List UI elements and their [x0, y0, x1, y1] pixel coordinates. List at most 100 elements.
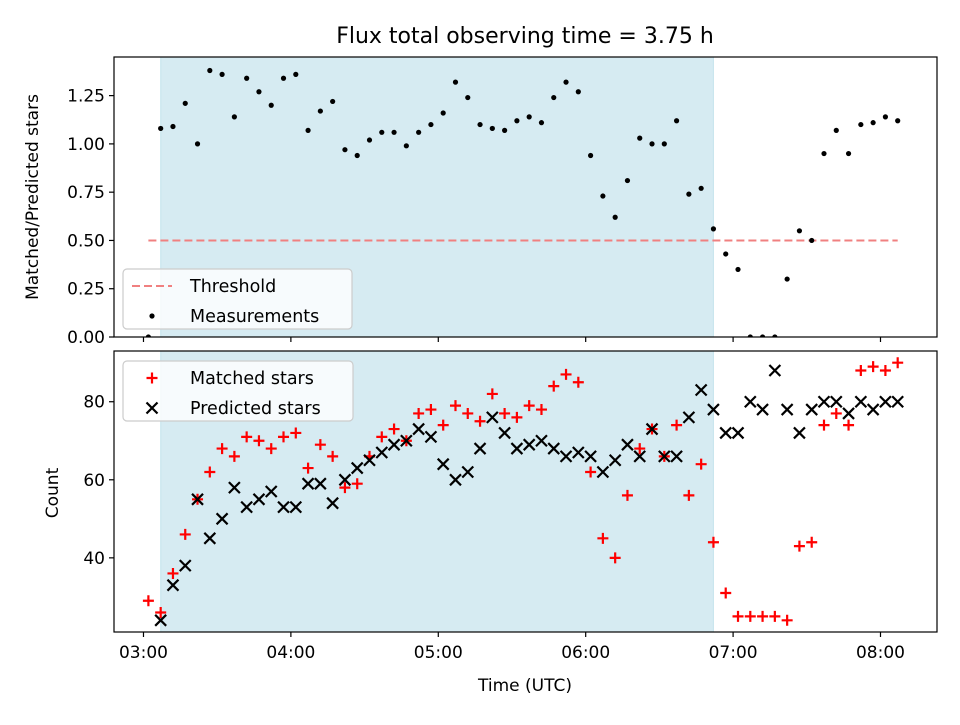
matched-star-point	[523, 400, 535, 412]
predicted-star-point	[486, 411, 499, 424]
legend-label: Measurements	[190, 307, 319, 327]
matched-star-point	[572, 376, 584, 388]
predicted-star-point	[866, 403, 880, 416]
predicted-star-point	[387, 438, 401, 451]
measurement-point	[784, 276, 790, 282]
ylabel-top: Matched/Predicted stars	[23, 94, 43, 300]
matched-star-point	[707, 536, 719, 548]
predicted-star-point	[412, 422, 425, 436]
matched-star-point	[806, 536, 818, 548]
measurement-point	[882, 114, 889, 120]
predicted-star-point	[805, 403, 818, 416]
predicted-star-point	[338, 473, 352, 487]
matched-star-point	[327, 450, 339, 462]
xtick-label: 07:00	[709, 643, 758, 663]
matched-star-point	[449, 400, 461, 412]
measurement-point	[428, 121, 434, 128]
predicted-star-point	[326, 496, 339, 510]
matched-star-point	[413, 407, 425, 419]
predicted-star-point	[756, 403, 769, 416]
matched-star-point	[499, 407, 511, 419]
matched-star-point	[339, 482, 351, 494]
predicted-star-point	[228, 481, 241, 494]
measurement-point	[477, 121, 483, 128]
measurement-point	[465, 94, 471, 101]
measurement-point	[809, 237, 815, 244]
ytick-label: 60	[83, 471, 105, 491]
measurement-point	[502, 127, 508, 133]
measurement-point	[391, 129, 397, 135]
axes-frame-1	[113, 350, 938, 633]
predicted-star-point	[731, 426, 745, 440]
matched-star-point	[671, 419, 683, 431]
measurement-point	[673, 118, 680, 124]
ytick-label: 0.50	[67, 231, 105, 251]
measurement-point	[145, 334, 151, 337]
measurement-point	[772, 334, 778, 337]
predicted-star-point	[633, 450, 647, 463]
predicted-star-point	[744, 395, 757, 409]
measurement-point	[403, 143, 409, 149]
measurement-point	[268, 102, 274, 108]
predicted-star-point	[621, 438, 634, 451]
matched-star-point	[376, 431, 388, 443]
predicted-star-point	[707, 403, 720, 416]
predicted-star-point	[596, 465, 610, 479]
predicted-star-point	[461, 465, 475, 479]
matched-star-point	[265, 443, 277, 455]
measurement-point	[575, 89, 581, 95]
measurement-point	[686, 191, 692, 197]
series-group-0	[145, 67, 901, 337]
predicted-star-point	[658, 450, 671, 463]
matched-star-point	[560, 368, 572, 380]
predicted-star-point	[829, 395, 843, 409]
matched-star-point	[314, 439, 326, 451]
matched-star-point	[720, 587, 732, 599]
predicted-star-point	[264, 485, 278, 498]
measurement-point	[194, 141, 201, 147]
measurement-point	[366, 137, 373, 143]
matched-star-point	[425, 404, 437, 416]
predicted-star-point	[289, 500, 303, 514]
predicted-star-point	[203, 532, 217, 545]
measurement-point	[207, 67, 213, 74]
legend-label: Matched stars	[190, 369, 314, 389]
measurement-point	[833, 127, 839, 133]
measurement-point	[845, 150, 852, 157]
measurement-point	[489, 125, 495, 132]
predicted-star-point	[301, 477, 315, 490]
matched-star-point	[278, 431, 290, 443]
matched-star-point	[757, 610, 769, 622]
matched-star-point	[855, 365, 867, 377]
measurement-point	[735, 266, 741, 273]
matched-star-point	[621, 489, 633, 501]
matched-star-point	[253, 435, 265, 447]
matched-star-point	[634, 443, 646, 455]
matched-star-point	[179, 528, 191, 540]
legend-box-0	[122, 268, 353, 330]
matched-star-point	[892, 357, 904, 369]
ytick-label: 0.00	[67, 328, 105, 348]
matched-star-point	[351, 478, 363, 490]
measurement-point	[416, 129, 422, 135]
legend-label: Threshold	[189, 277, 276, 297]
predicted-star-point	[584, 450, 597, 463]
ytick-label: 0.25	[67, 280, 105, 300]
ytick-label: 1.00	[67, 135, 105, 155]
predicted-star-point	[436, 457, 450, 471]
predicted-star-point	[682, 411, 696, 424]
matched-star-point	[843, 419, 855, 431]
predicted-star-point	[473, 442, 487, 455]
matched-star-point	[818, 419, 830, 431]
matched-star-point	[155, 606, 167, 618]
predicted-star-point	[166, 578, 180, 592]
matched-star-point	[167, 567, 179, 579]
matched-star-point	[142, 595, 154, 607]
matched-star-point	[388, 423, 400, 435]
measurement-point	[710, 226, 717, 232]
xtick-label: 04:00	[266, 643, 315, 663]
measurement-point	[698, 185, 704, 191]
predicted-star-point	[449, 473, 462, 487]
predicted-star-point	[510, 442, 524, 455]
